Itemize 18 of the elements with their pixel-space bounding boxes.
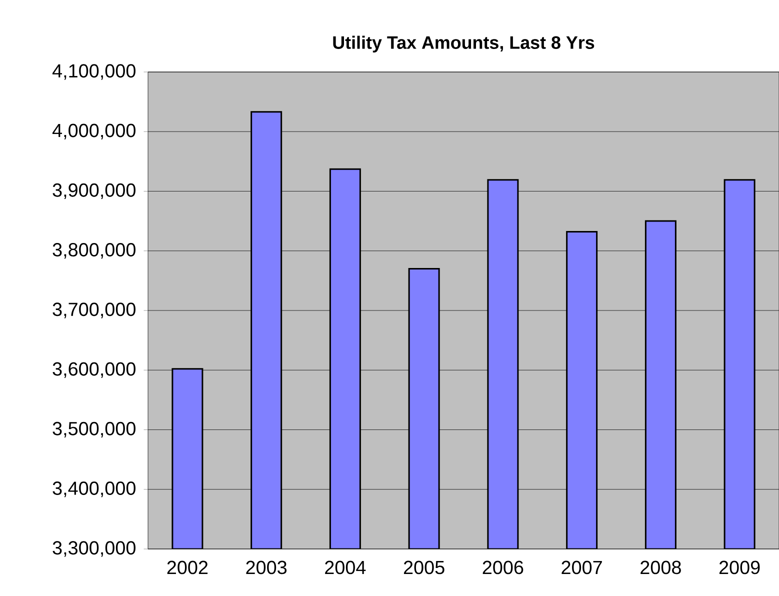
y-tick-label: 4,000,000 — [52, 124, 136, 140]
y-tick-label: 4,100,000 — [52, 64, 136, 80]
x-tick-label: 2003 — [246, 560, 287, 574]
y-tick-label: 3,700,000 — [52, 302, 136, 318]
x-tick-label: 2005 — [404, 560, 444, 574]
chart-title: Utility Tax Amounts, Last 8 Yrs — [333, 36, 594, 52]
y-tick-label: 3,500,000 — [52, 422, 136, 438]
x-tick-label: 2009 — [719, 560, 760, 574]
y-tick-label: 3,900,000 — [52, 183, 136, 200]
x-tick-label: 2004 — [325, 560, 366, 574]
x-tick-label: 2006 — [482, 560, 524, 574]
x-tick-label: 2008 — [640, 560, 681, 574]
y-tick-label: 3,600,000 — [52, 362, 136, 378]
x-tick-label: 2007 — [562, 560, 602, 574]
y-tick-label: 3,300,000 — [52, 541, 136, 557]
y-tick-label: 3,800,000 — [52, 243, 136, 259]
x-tick-label: 2002 — [167, 560, 208, 574]
y-tick-label: 3,400,000 — [52, 482, 136, 498]
